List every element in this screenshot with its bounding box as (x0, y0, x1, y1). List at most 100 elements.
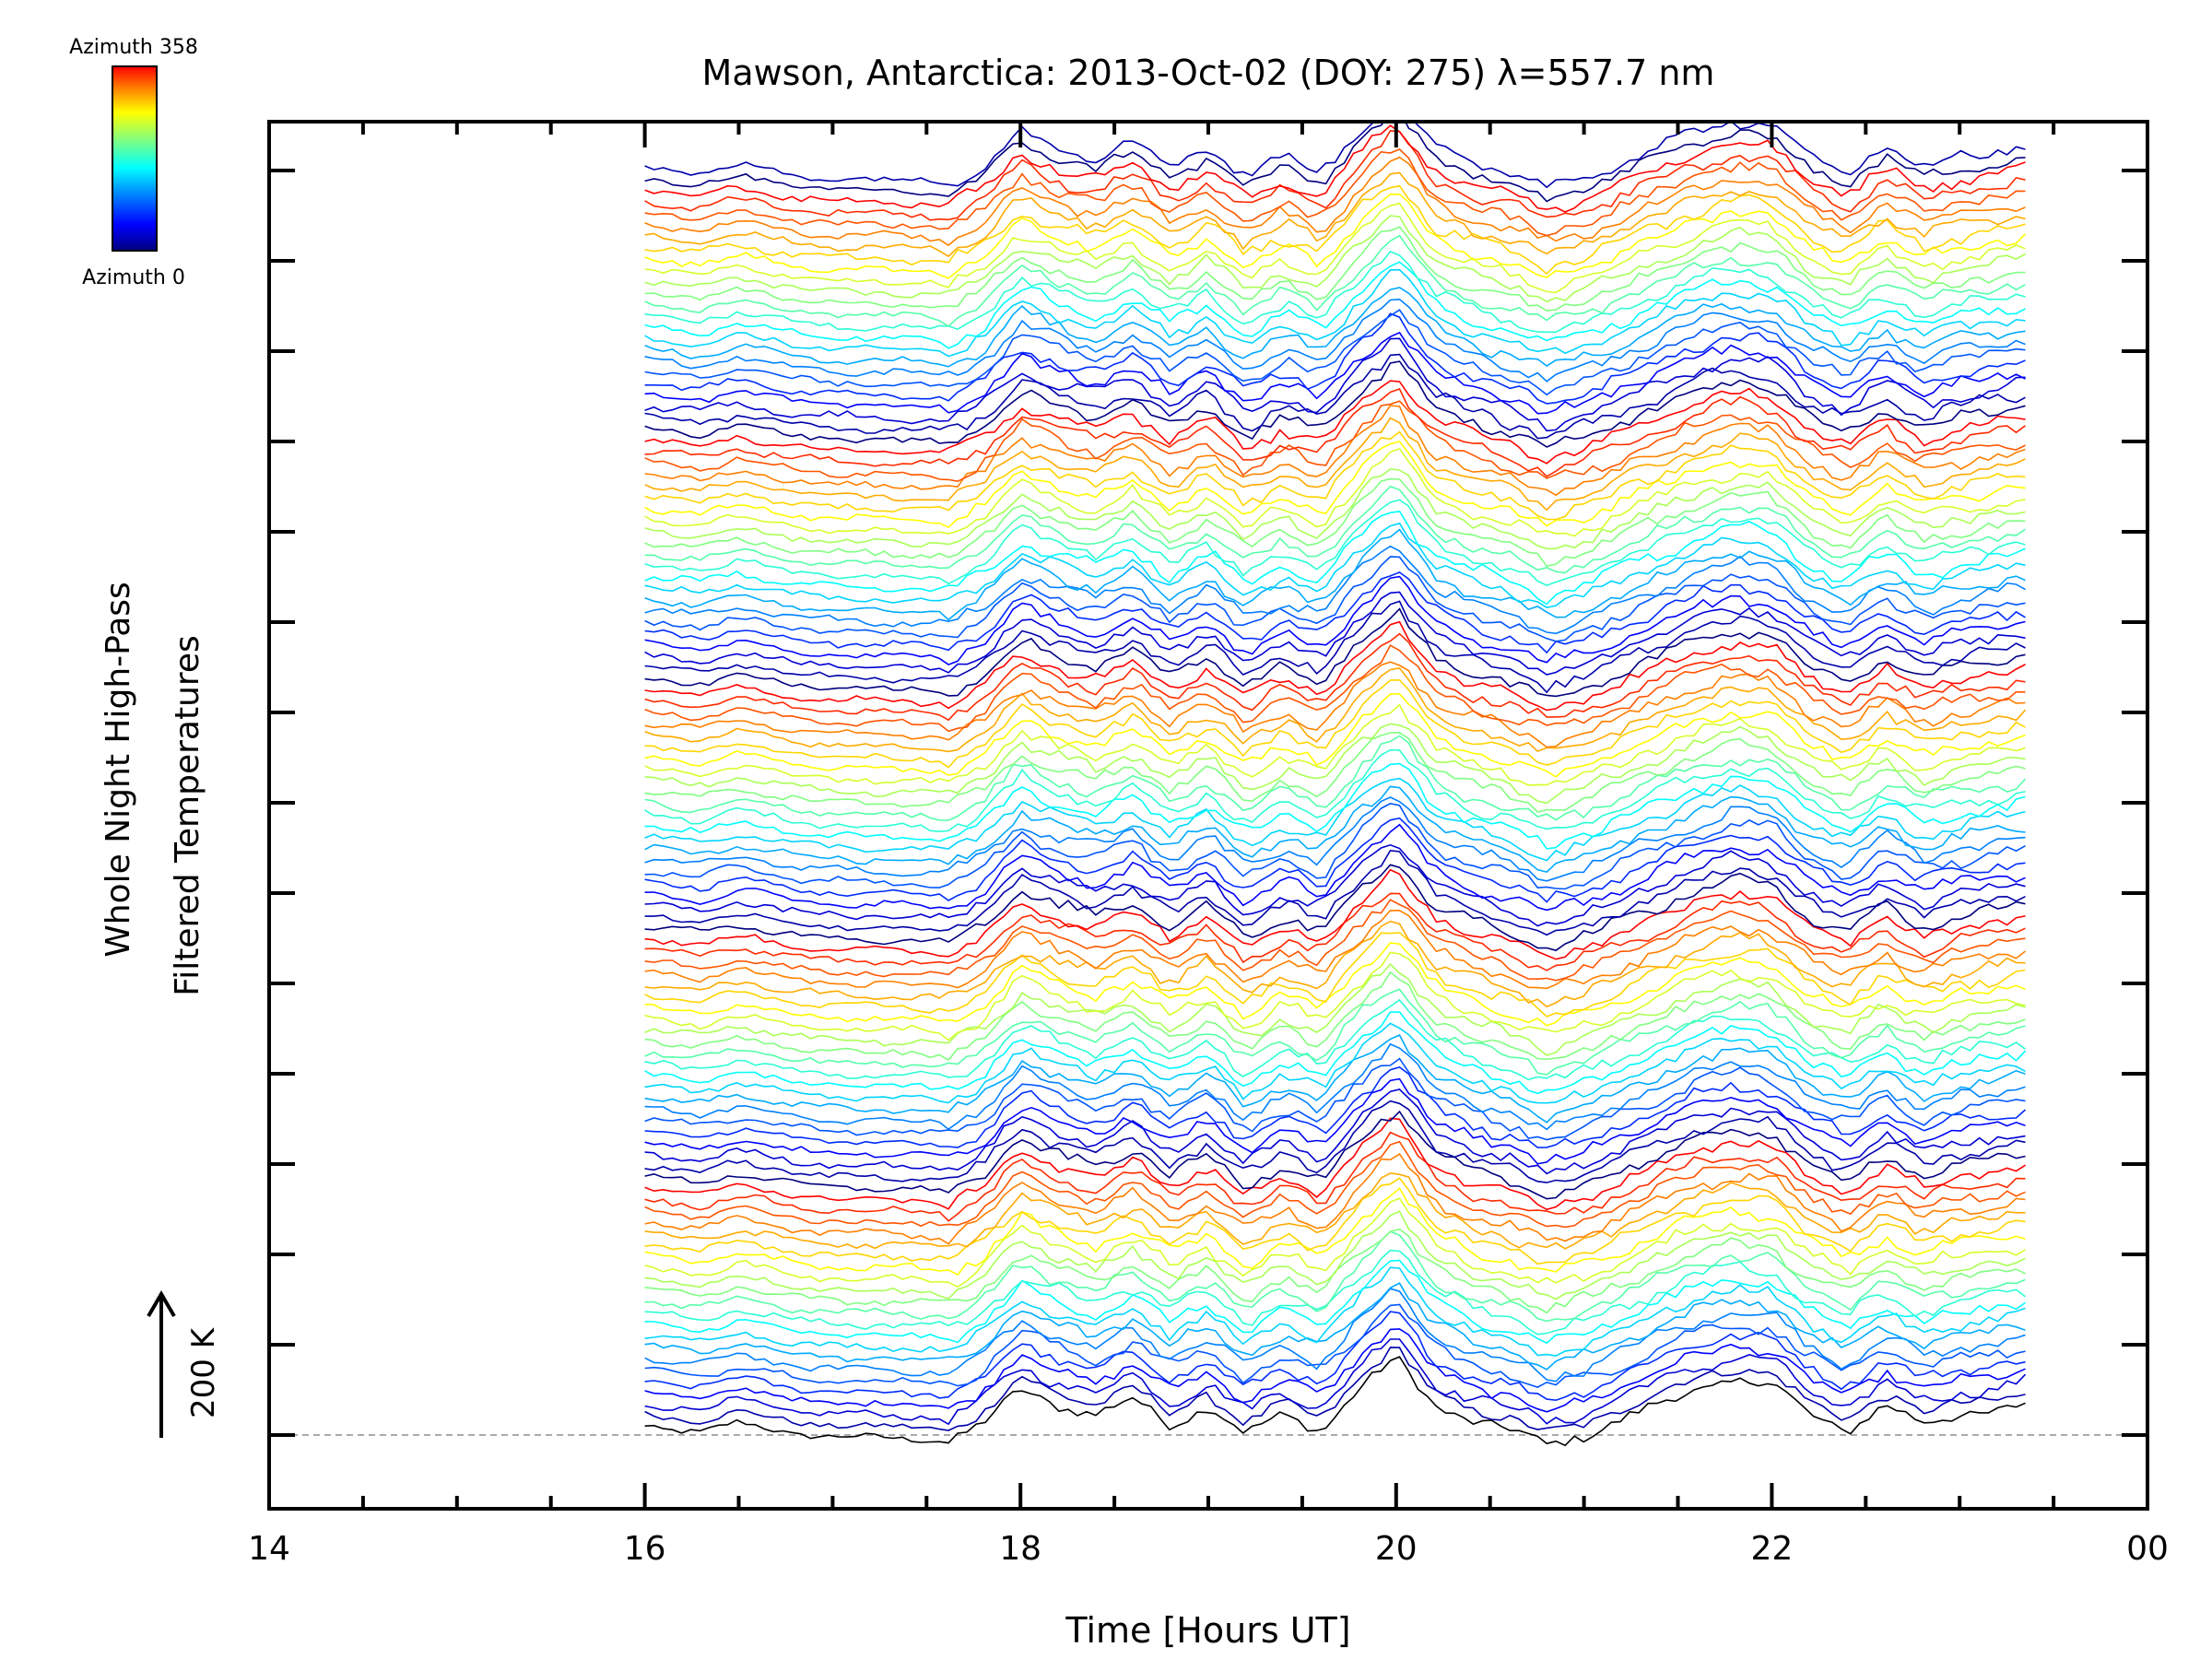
series-line (644, 545, 2026, 635)
y-axis-label-line2: Filtered Temperatures (169, 635, 206, 996)
series-line (644, 380, 2026, 465)
series-line (644, 1077, 2026, 1165)
series-line (644, 388, 2026, 477)
series-line (644, 122, 2026, 203)
series-line (644, 122, 2026, 189)
series-line (644, 1288, 2026, 1382)
series-line (644, 202, 2026, 294)
traces (644, 122, 2027, 1447)
series-line (644, 823, 2026, 912)
series-line (644, 298, 2026, 382)
series-line (644, 1011, 2027, 1095)
axis-ticks (267, 122, 2149, 1509)
series-line (644, 156, 2026, 247)
x-tick-label: 18 (999, 1530, 1041, 1568)
series-line (644, 1328, 2026, 1413)
series-line (644, 1356, 2026, 1447)
x-tick-labels: 14 16 18 20 22 00 (248, 1530, 2169, 1568)
series-line (644, 485, 2026, 574)
series-line (644, 234, 2026, 327)
series-line (644, 1100, 2026, 1183)
series-line (644, 309, 2026, 396)
series-line (644, 607, 2026, 698)
series-line (644, 556, 2026, 642)
series-line (644, 777, 2026, 862)
colorbar-bottom-label: Azimuth 0 (82, 266, 185, 289)
series-line (644, 1033, 2026, 1124)
series-line (644, 864, 2026, 952)
series-line (644, 661, 2026, 748)
series-line (644, 899, 2026, 982)
series-line (644, 920, 2026, 1008)
series-line (644, 620, 2026, 712)
series-line (644, 1303, 2026, 1388)
series-line (644, 1249, 2026, 1335)
series-line (644, 193, 2027, 279)
series-line (644, 226, 2026, 312)
series-line (644, 962, 2026, 1056)
series-line (644, 1140, 2026, 1229)
series-line (644, 1197, 2026, 1288)
series-line (644, 510, 2026, 606)
series-line (644, 667, 2027, 753)
series-line (644, 1230, 2026, 1323)
series-line (644, 331, 2026, 415)
series-line (644, 731, 2026, 813)
x-axis-label: Time [Hours UT] (1065, 1610, 1350, 1651)
series-line (644, 1311, 2026, 1402)
series-line (644, 147, 2026, 237)
series-line (644, 998, 2026, 1081)
series-line (644, 405, 2026, 497)
series-line (644, 1266, 2026, 1357)
series-line (644, 528, 2026, 621)
series-line (644, 184, 2026, 276)
series-line (644, 571, 2026, 654)
series-line (644, 360, 2026, 448)
series-line (644, 735, 2027, 821)
x-tick-label: 16 (624, 1530, 666, 1568)
series-line (644, 337, 2026, 432)
series-line (644, 1110, 2026, 1200)
series-line (644, 353, 2026, 440)
series-line (644, 477, 2026, 568)
series-line (644, 1066, 2027, 1148)
series-line (644, 312, 2026, 405)
series-line (644, 762, 2026, 850)
series-line (644, 287, 2026, 368)
series-line (644, 909, 2026, 990)
series-line (644, 124, 2026, 213)
series-line (644, 250, 2026, 334)
series-line (644, 942, 2026, 1027)
series-line (644, 522, 2026, 608)
series-line (644, 215, 2026, 303)
scale-label: 200 K (185, 1326, 222, 1418)
series-line (644, 1117, 2026, 1211)
series-line (644, 703, 2026, 786)
series-line (644, 951, 2026, 1041)
series-line (644, 499, 2026, 586)
series-line (644, 430, 2026, 521)
series-line (644, 849, 2026, 936)
series-line (644, 600, 2026, 694)
series-line (644, 692, 2026, 778)
series-line (644, 1153, 2026, 1245)
y-axis-label: Whole Night High-Pass Filtered Temperatu… (100, 582, 206, 996)
series-line (644, 468, 2026, 550)
y-axis-label-line1: Whole Night High-Pass (100, 582, 137, 958)
series-line (644, 644, 2026, 733)
series-line (644, 817, 2026, 903)
scale-indicator: 200 K (147, 1290, 222, 1438)
series-line (644, 130, 2026, 221)
x-tick-label: 00 (2126, 1530, 2169, 1568)
x-tick-label: 14 (248, 1530, 290, 1568)
series-line (644, 988, 2026, 1076)
series-line (644, 632, 2026, 722)
colorbar-gradient (112, 65, 158, 252)
chart-title: Mawson, Antarctica: 2013-Oct-02 (DOY: 27… (702, 53, 1715, 93)
series-line (644, 748, 2026, 832)
series-line (644, 1282, 2026, 1371)
x-tick-label: 20 (1375, 1530, 1418, 1568)
series-line (644, 892, 2026, 971)
series-line (644, 447, 2026, 537)
series-line (644, 1347, 2026, 1431)
